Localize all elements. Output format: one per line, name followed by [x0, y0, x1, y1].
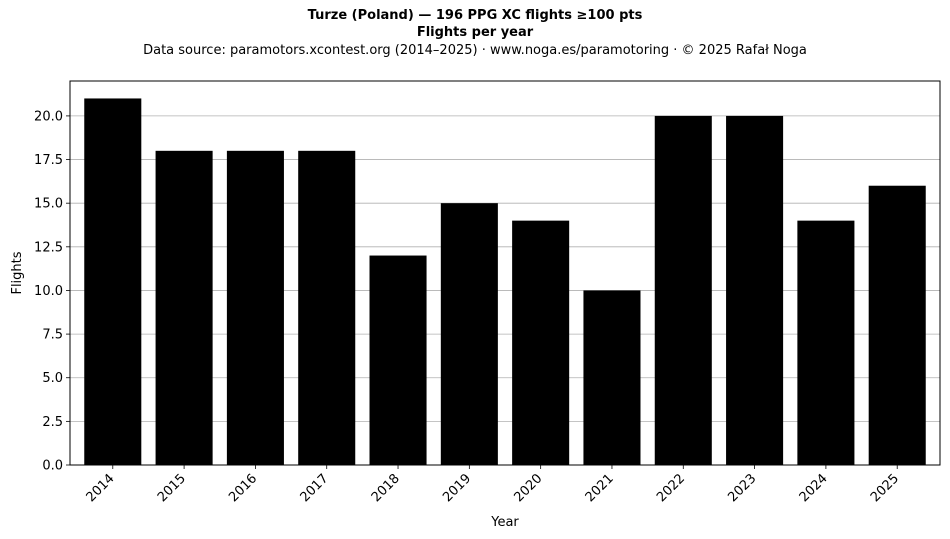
x-tick-label: 2017	[298, 471, 332, 505]
y-tick-label: 20.0	[34, 109, 63, 124]
y-tick-label: 7.5	[42, 328, 63, 343]
bar-2017	[298, 150, 356, 465]
x-tick-label: 2016	[226, 471, 260, 505]
x-tick-label: 2015	[155, 471, 189, 505]
y-tick-label: 2.5	[42, 415, 63, 430]
chart-title: Turze (Poland) — 196 PPG XC flights ≥100…	[307, 8, 643, 23]
y-tick-label: 15.0	[34, 197, 63, 212]
bar-2018	[369, 255, 427, 465]
bar-2021	[583, 290, 641, 465]
x-tick-label: 2020	[511, 471, 545, 505]
bar-2022	[654, 115, 712, 465]
bar-2024	[797, 220, 855, 465]
y-tick-label: 10.0	[34, 284, 63, 299]
y-tick-label: 17.5	[34, 153, 63, 168]
bar-2019	[440, 203, 498, 465]
bar-2015	[155, 150, 213, 465]
x-axis-ticks: 2014 2015 2016 2017 2018 2019 2020 2021 2022 2023…	[84, 465, 902, 505]
x-tick-label: 2019	[440, 471, 474, 505]
bar-2016	[226, 150, 284, 465]
x-axis-label: Year	[490, 515, 519, 530]
bars	[84, 98, 926, 466]
y-axis-ticks: 0.0 2.5 5.0 7.5 10.0 12.5 15.0 17.5 20.0	[34, 109, 70, 474]
y-tick-label: 12.5	[34, 240, 63, 255]
x-tick-label: 2025	[868, 471, 902, 505]
bar-2023	[726, 115, 784, 465]
y-tick-label: 0.0	[42, 459, 63, 474]
x-tick-label: 2021	[583, 471, 617, 505]
x-tick-label: 2023	[725, 471, 759, 505]
bar-2014	[84, 98, 142, 466]
x-tick-label: 2014	[84, 471, 118, 505]
bar-2025	[868, 185, 926, 465]
y-tick-label: 5.0	[42, 371, 63, 386]
x-tick-label: 2022	[654, 471, 688, 505]
chart-source-note: Data source: paramotors.xcontest.org (20…	[143, 43, 807, 58]
x-tick-label: 2018	[369, 471, 403, 505]
y-axis-label: Flights	[10, 251, 25, 294]
bar-2020	[512, 220, 570, 465]
x-tick-label: 2024	[797, 471, 831, 505]
plot-frame	[69, 80, 941, 466]
chart-subtitle: Flights per year	[416, 25, 534, 40]
